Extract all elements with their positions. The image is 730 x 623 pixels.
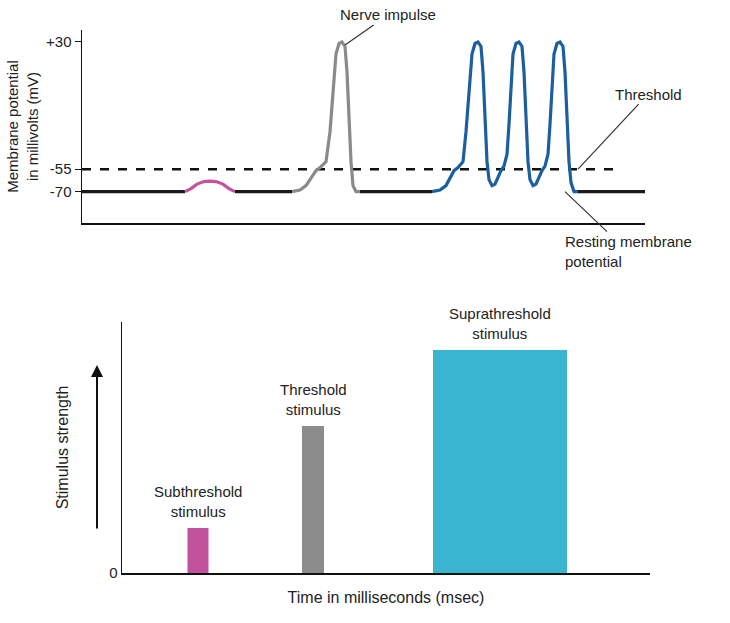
- svg-text:Suprathresholdstimulus: Suprathresholdstimulus: [449, 305, 551, 342]
- svg-text:-55: -55: [50, 160, 72, 177]
- svg-text:Thresholdstimulus: Thresholdstimulus: [280, 381, 347, 418]
- svg-text:0: 0: [109, 564, 117, 581]
- svg-text:-70: -70: [50, 183, 72, 200]
- svg-text:Threshold: Threshold: [615, 86, 682, 103]
- svg-text:Time in milliseconds (msec): Time in milliseconds (msec): [288, 589, 485, 606]
- svg-text:Subthresholdstimulus: Subthresholdstimulus: [154, 483, 242, 520]
- svg-text:Stimulus strength: Stimulus strength: [54, 386, 71, 510]
- svg-text:Membrane potentialin millivolt: Membrane potentialin millivolts (mV): [4, 60, 41, 193]
- svg-text:Resting membranepotential: Resting membranepotential: [565, 233, 692, 270]
- svg-text:+30: +30: [46, 33, 71, 50]
- svg-text:Nerve impulse: Nerve impulse: [340, 6, 436, 23]
